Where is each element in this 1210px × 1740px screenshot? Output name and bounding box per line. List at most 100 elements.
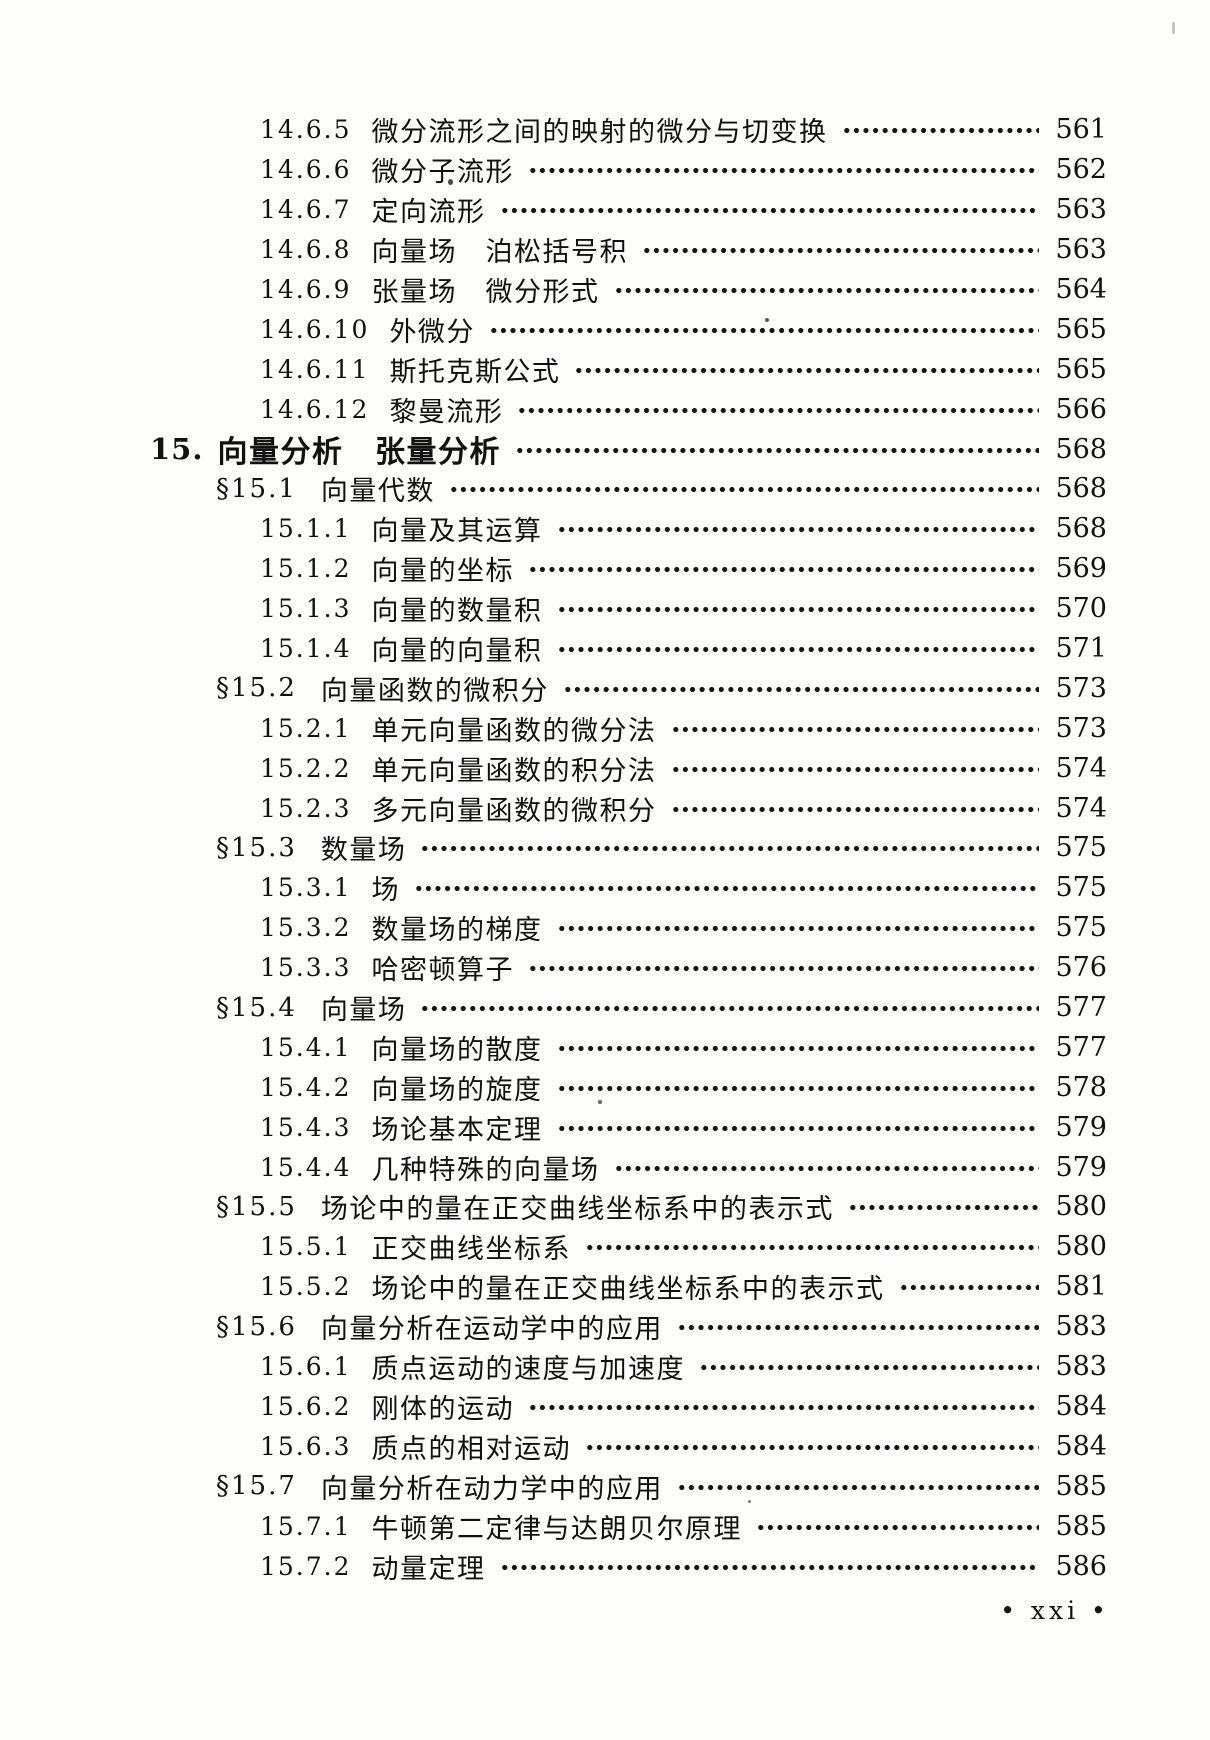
toc-entry: §15.6 向量分析在运动学中的应用 583: [0, 1307, 1107, 1347]
dot-leader-icon: [499, 1563, 1039, 1571]
toc-entry-page: 563: [1055, 234, 1107, 266]
scan-speck: [448, 179, 453, 185]
toc-entry: 15.1.1 向量及其运算 568: [0, 509, 1107, 549]
toc-entry-title: 向量分析在动力学中的应用: [320, 1473, 663, 1505]
toc-entry-title: 张量场 微分形式: [371, 277, 600, 308]
scan-speck: [765, 318, 769, 322]
toc-entry-title: 场论中的量在正交曲线坐标系中的表示式: [371, 1274, 885, 1306]
toc-entry-title: 几种特殊的向量场: [371, 1154, 600, 1186]
toc-entry: 14.6.12 黎曼流形 566: [0, 389, 1107, 429]
toc-entry: 15.6.3 质点的相对运动 584: [0, 1426, 1107, 1466]
dot-leader-icon: [699, 1364, 1039, 1372]
dot-leader-icon: [556, 1124, 1039, 1132]
toc-entry-page: 579: [1055, 1111, 1107, 1143]
toc-entry-number: §15.6: [216, 1311, 297, 1342]
scan-speck: [748, 1500, 751, 1503]
toc-entry-number: 15.4.2: [260, 1072, 352, 1102]
toc-entry-number: §15.3: [216, 832, 297, 863]
toc-entry-page: 581: [1055, 1271, 1107, 1303]
toc-entry: 15.6.1 质点运动的速度与加速度 583: [0, 1347, 1107, 1387]
toc-entry: 15.7.1 牛顿第二定律与达朗贝尔原理 585: [0, 1506, 1107, 1546]
toc-entry-title: 向量的向量积: [371, 636, 543, 668]
toc-entry-title: 外微分: [389, 316, 475, 348]
toc-entry-page: 568: [1055, 473, 1107, 505]
toc-entry-title: 向量场 泊松括号积: [371, 237, 629, 269]
dot-leader-icon: [841, 127, 1039, 135]
toc-entry-number: 15.6.3: [260, 1431, 352, 1461]
toc-entry: 15.2.3 多元向量函数的微积分 574: [0, 788, 1107, 828]
dot-leader-icon: [556, 646, 1039, 654]
toc-entry: 15.7.2 动量定理 586: [0, 1546, 1107, 1586]
toc-entry-number: 14.6.9: [260, 275, 352, 304]
toc-entry-page: 579: [1055, 1151, 1107, 1183]
toc-entry-number: 15.7.2: [260, 1551, 352, 1581]
dot-leader-icon: [670, 765, 1039, 773]
toc-entry: 15.1.3 向量的数量积 570: [0, 589, 1107, 629]
toc-entry-title: 数量场的梯度: [371, 915, 543, 947]
dot-leader-icon: [574, 366, 1039, 374]
toc-entry-page: 583: [1055, 1351, 1107, 1383]
toc-entry-number: 15.2.2: [260, 753, 352, 783]
toc-entry-page: 562: [1055, 154, 1107, 186]
dot-leader-icon: [562, 685, 1039, 693]
toc-entry: 15.5.2 场论中的量在正交曲线坐标系中的表示式 581: [0, 1267, 1107, 1307]
toc-entry: 15.1.2 向量的坐标 569: [0, 549, 1107, 589]
toc-entry-title: 刚体的运动: [371, 1393, 515, 1425]
toc-entry: 15. 向量分析 张量分析 568: [0, 429, 1107, 470]
toc-entry-title: 场论基本定理: [371, 1114, 543, 1146]
toc-entry-title: 微分流形之间的映射的微分与切变换: [371, 117, 828, 149]
toc-entry-number: 14.6.10: [260, 314, 370, 344]
dot-leader-icon: [528, 965, 1039, 973]
toc-entry-page: 580: [1055, 1191, 1107, 1223]
toc-entry: 14.6.5 微分流形之间的映射的微分与切变换 561: [0, 110, 1107, 150]
toc-entry-number: 15.1.3: [260, 594, 352, 624]
toc-entry-page: 564: [1055, 274, 1107, 305]
toc-entry-page: 575: [1055, 912, 1107, 944]
dot-leader-icon: [676, 1483, 1039, 1491]
toc-entry-page: 574: [1055, 752, 1107, 784]
toc-entry-number: §15.5: [216, 1191, 297, 1222]
toc-entry-number: §15.1: [216, 473, 297, 504]
toc-entry-title: 微分子流形: [371, 157, 515, 189]
toc-entry-number: 14.6.12: [260, 394, 370, 424]
toc-entry-page: 568: [1055, 513, 1107, 545]
toc-entry-title: 场论中的量在正交曲线坐标系中的表示式: [320, 1194, 834, 1226]
dot-leader-icon: [420, 1005, 1039, 1013]
toc-entry-number: 15.6.2: [260, 1391, 352, 1421]
dot-leader-icon: [528, 1403, 1039, 1411]
toc-entry-number: 14.6.5: [260, 115, 352, 145]
toc-entry-number: 15.6.1: [260, 1352, 352, 1382]
toc-entry-title: 哈密顿算子: [371, 955, 515, 987]
dot-leader-icon: [756, 1523, 1039, 1531]
toc-entry-number: §15.4: [216, 992, 297, 1023]
toc-entry: 15.6.2 刚体的运动 584: [0, 1387, 1107, 1427]
toc-entry-title: 多元向量函数的微积分: [371, 795, 657, 827]
toc-entry-title: 向量及其运算: [371, 516, 543, 548]
toc-entry-page: 569: [1055, 553, 1107, 585]
toc-entry-title: 向量代数: [320, 476, 435, 508]
toc-entry-title: 向量场: [320, 995, 407, 1027]
dot-leader-icon: [613, 287, 1039, 294]
toc-entry-title: 牛顿第二定律与达朗贝尔原理: [371, 1513, 743, 1545]
dot-leader-icon: [499, 207, 1039, 215]
toc-entry: §15.4 向量场 577: [0, 988, 1107, 1028]
toc-entry-page: 566: [1055, 393, 1107, 425]
dot-leader-icon: [670, 805, 1039, 813]
toc-entry: 15.4.4 几种特殊的向量场 579: [0, 1147, 1107, 1187]
dot-leader-icon: [642, 247, 1039, 255]
dot-leader-icon: [847, 1204, 1039, 1212]
toc-entry-page: 575: [1055, 832, 1107, 864]
toc-entry: 14.6.11 斯托克斯公式 565: [0, 349, 1107, 389]
toc-entry-page: 585: [1055, 1510, 1107, 1542]
toc-entry-title: 动量定理: [371, 1553, 486, 1585]
toc-entry-number: 15.3.3: [260, 953, 352, 983]
toc-entry-number: §15.7: [216, 1471, 297, 1502]
toc-entry-page: 584: [1055, 1430, 1107, 1462]
dot-leader-icon: [528, 566, 1039, 574]
toc-entry-title: 向量的坐标: [371, 556, 515, 588]
toc-entry: 15.3.2 数量场的梯度 575: [0, 908, 1107, 948]
dot-leader-icon: [556, 1084, 1039, 1092]
toc-entry-title: 向量的数量积: [371, 596, 543, 628]
toc-entry: 15.2.1 单元向量函数的微分法 573: [0, 708, 1107, 748]
